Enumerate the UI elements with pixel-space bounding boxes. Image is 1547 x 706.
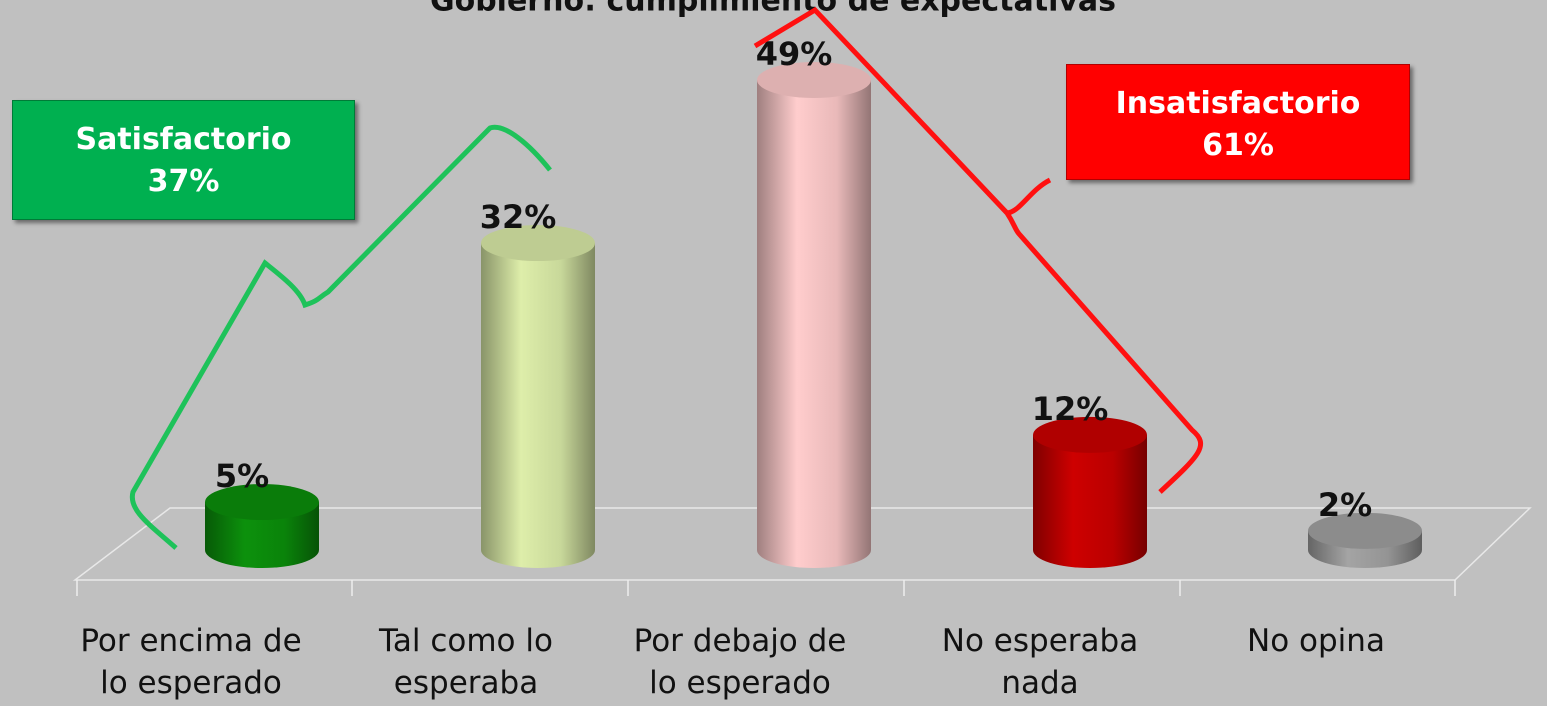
brace-satisfactorio [129, 124, 552, 550]
bar [1033, 434, 1147, 568]
bar-top [1033, 416, 1147, 453]
data-label: 49% [756, 35, 833, 73]
bar [481, 243, 595, 568]
data-label: 32% [480, 198, 557, 236]
bar [757, 80, 871, 568]
x-tick-label: No opina [1247, 623, 1385, 659]
bar [205, 502, 319, 568]
bar-top [205, 484, 319, 521]
chart-title: Gobierno: cumplimiento de expectativas [430, 0, 1116, 19]
brace-insatisfactorio [753, 6, 1204, 494]
data-label: 12% [1032, 390, 1109, 428]
annotation-label: Insatisfactorio [1115, 86, 1361, 121]
bar-top [757, 62, 871, 98]
annotation-box: Satisfactorio 37% [12, 100, 355, 220]
bar-top [1308, 512, 1422, 549]
annotation-text: 61% [1202, 128, 1274, 163]
x-axis-ticks [76, 580, 1456, 596]
data-label: 5% [215, 457, 269, 495]
annotation-label: Satisfactorio [75, 122, 292, 157]
x-tick-label: Por debajo de lo esperado [633, 623, 847, 701]
x-tick-label: Tal como lo esperaba [379, 623, 553, 701]
annotation-box: Insatisfactorio 61% [1066, 64, 1410, 180]
annotation-text: 37% [147, 164, 220, 199]
bar-top [481, 225, 595, 262]
data-label: 2% [1318, 486, 1372, 524]
x-tick-label: Por encima de lo esperado [80, 623, 302, 701]
x-tick-label: No esperaba nada [941, 623, 1139, 701]
